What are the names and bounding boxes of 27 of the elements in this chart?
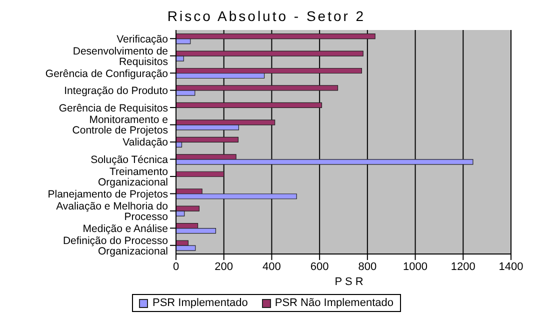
legend-label: PSR Implementado [151, 297, 248, 309]
y-tick-label: Definição do Processo Organizacional [62, 234, 168, 258]
x-tick-label: 1000 [403, 260, 428, 273]
x-tick-label: 1200 [450, 260, 476, 273]
y-tick-label: Treinamento Organizacional [98, 166, 168, 188]
y-tick-label: Avaliação e Melhoria do Processo [56, 200, 168, 223]
y-tick-label: Gerência de Configuração [45, 68, 168, 80]
bar [176, 171, 224, 177]
x-tick-label: 800 [358, 260, 377, 273]
y-tick-label: Medição e Análise [82, 222, 168, 235]
y-tick-label: Integração do Produto [64, 85, 168, 98]
y-tick-label: Validação [122, 136, 168, 149]
chart-title: Risco Absoluto - Setor 2 [166, 8, 367, 24]
y-tick-label: Gerência de Requisitos [58, 102, 168, 114]
x-axis-title: PSR [334, 276, 368, 288]
y-tick-label: Verificação [116, 33, 168, 46]
x-tick-label: 200 [214, 260, 234, 273]
y-tick-label: Monitoramento e Controle de Projetos [72, 114, 168, 137]
y-tick-label: Solução Técnica [90, 154, 168, 166]
x-tick-label: 0 [172, 260, 180, 273]
x-tick-label: 1400 [498, 260, 524, 273]
legend-label: PSR Não Implementado [274, 297, 394, 309]
y-tick-label: Planejamento de Projetos [48, 188, 168, 200]
bar [176, 102, 322, 108]
x-tick-label: 600 [310, 260, 329, 273]
x-tick-label: 400 [262, 260, 281, 273]
y-tick-label: Desenvolvimento de Requisitos [72, 45, 168, 68]
